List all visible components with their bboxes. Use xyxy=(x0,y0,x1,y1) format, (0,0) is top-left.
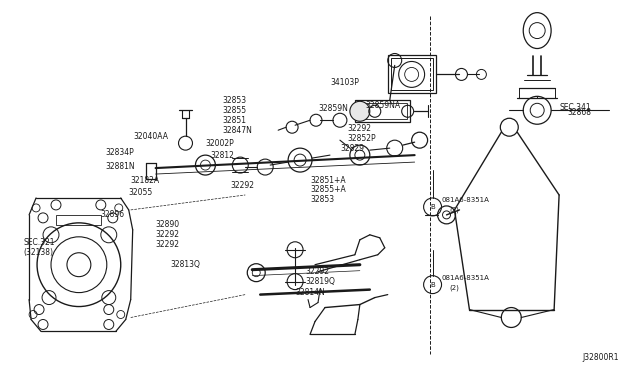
Bar xyxy=(56,215,101,225)
Text: 32896: 32896 xyxy=(101,211,125,219)
Text: 32890: 32890 xyxy=(156,220,180,230)
Text: SEC.321: SEC.321 xyxy=(23,238,54,247)
Text: 32853: 32853 xyxy=(310,195,334,205)
Text: 32859NA: 32859NA xyxy=(366,101,401,110)
Text: 32813Q: 32813Q xyxy=(171,260,200,269)
Text: 32859N: 32859N xyxy=(318,104,348,113)
Text: 32829: 32829 xyxy=(340,144,364,153)
Text: 32851+A: 32851+A xyxy=(310,176,346,185)
Text: (2): (2) xyxy=(449,284,460,291)
Bar xyxy=(391,58,433,90)
Text: 32292: 32292 xyxy=(230,180,254,189)
Text: 081A6-8351A: 081A6-8351A xyxy=(442,197,490,203)
Text: 32868: 32868 xyxy=(567,108,591,117)
Text: 32812: 32812 xyxy=(211,151,234,160)
Text: 32055: 32055 xyxy=(129,189,153,198)
Text: (32138): (32138) xyxy=(23,248,53,257)
Text: (2): (2) xyxy=(449,207,460,213)
Text: 32851: 32851 xyxy=(222,116,246,125)
Text: 32855: 32855 xyxy=(222,106,246,115)
Bar xyxy=(355,100,410,122)
Text: 32852P: 32852P xyxy=(348,134,376,143)
Text: 32002P: 32002P xyxy=(205,139,234,148)
Text: 32853: 32853 xyxy=(222,96,246,105)
Text: SEC.341: SEC.341 xyxy=(559,103,591,112)
Text: B: B xyxy=(430,282,435,288)
Bar xyxy=(388,55,436,93)
Text: 32834P: 32834P xyxy=(106,148,134,157)
Text: 34103P: 34103P xyxy=(330,78,359,87)
Text: 32292: 32292 xyxy=(156,240,180,249)
Text: 32814N: 32814N xyxy=(295,288,325,297)
Text: 32182A: 32182A xyxy=(131,176,160,185)
Text: 32292: 32292 xyxy=(305,267,329,276)
Text: 32040AA: 32040AA xyxy=(134,132,169,141)
Text: 32292: 32292 xyxy=(156,230,180,239)
Text: 32819Q: 32819Q xyxy=(305,277,335,286)
Circle shape xyxy=(350,101,370,121)
Text: 32855+A: 32855+A xyxy=(310,186,346,195)
Text: 32847N: 32847N xyxy=(222,126,252,135)
Text: J32800R1: J32800R1 xyxy=(582,353,619,362)
Text: B: B xyxy=(430,204,435,210)
Bar xyxy=(358,103,406,119)
Text: 32881N: 32881N xyxy=(106,161,136,171)
Text: 081A6-8351A: 081A6-8351A xyxy=(442,275,490,280)
Text: 32292: 32292 xyxy=(348,124,372,133)
